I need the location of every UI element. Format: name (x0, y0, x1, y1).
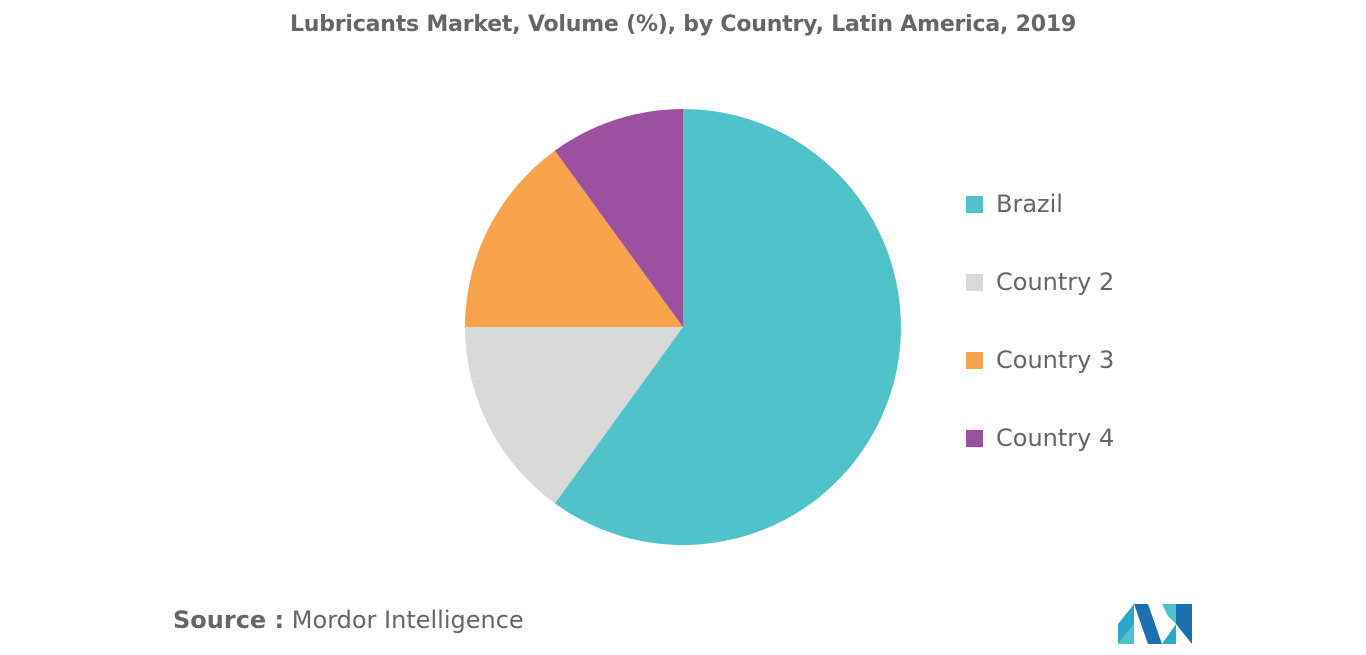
source-label: Source : (173, 606, 285, 634)
legend-label: Country 2 (996, 268, 1115, 296)
legend-item: Country 4 (966, 424, 1114, 452)
legend-label: Brazil (996, 190, 1063, 218)
source-text: Mordor Intelligence (291, 606, 524, 634)
pie-slice-country-4 (554, 109, 683, 327)
pie-slice-country-2 (465, 327, 683, 504)
legend-swatch (966, 351, 983, 369)
legend-swatch (966, 429, 983, 447)
pie-slice-brazil (554, 109, 902, 545)
legend-item: Country 2 (966, 268, 1114, 296)
legend-label: Country 4 (996, 424, 1115, 452)
legend-swatch (966, 273, 983, 291)
legend-label: Country 3 (996, 346, 1115, 374)
legend-swatch (966, 195, 983, 213)
source-note: Source : Mordor Intelligence (173, 606, 524, 634)
legend-item: Country 3 (966, 346, 1114, 374)
pie-slices (465, 109, 902, 545)
legend-item: Brazil (966, 190, 1063, 218)
pie-slice-country-3 (465, 150, 683, 327)
chart-title: Lubricants Market, Volume (%), by Countr… (289, 12, 1077, 37)
mordor-intelligence-logo-icon (1118, 604, 1192, 644)
